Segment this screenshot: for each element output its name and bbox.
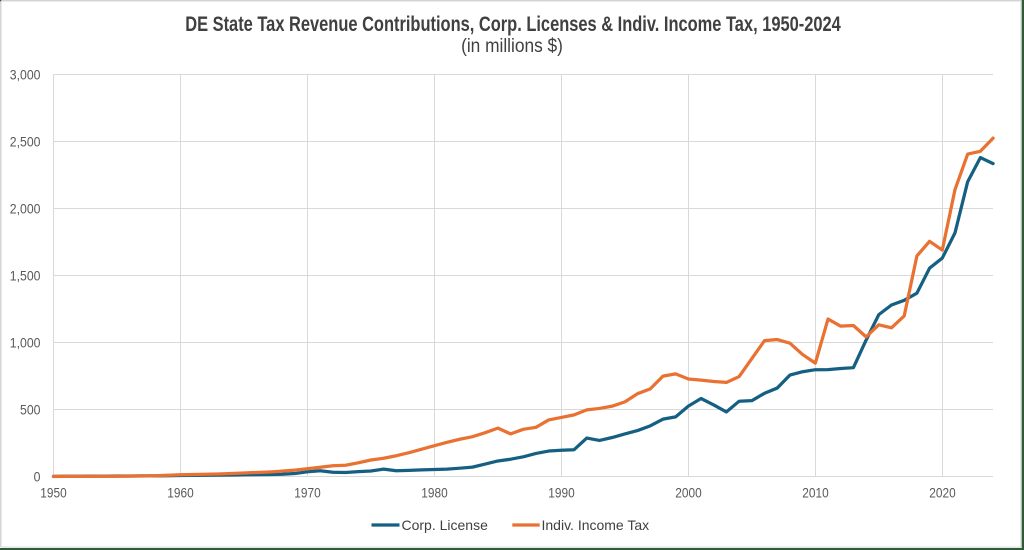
svg-text:2,500: 2,500 — [10, 134, 41, 150]
svg-text:0: 0 — [34, 469, 41, 485]
svg-text:1960: 1960 — [167, 485, 193, 501]
svg-text:Corp. License: Corp. License — [402, 517, 489, 533]
svg-text:2,000: 2,000 — [10, 201, 41, 217]
svg-text:1950: 1950 — [40, 485, 66, 501]
svg-text:3,000: 3,000 — [10, 67, 41, 83]
svg-text:Indiv. Income Tax: Indiv. Income Tax — [542, 517, 650, 533]
svg-text:500: 500 — [20, 402, 40, 418]
svg-text:1980: 1980 — [421, 485, 447, 501]
svg-text:2010: 2010 — [802, 485, 828, 501]
svg-text:DE State Tax Revenue Contribut: DE State Tax Revenue Contributions, Corp… — [185, 12, 841, 35]
svg-text:2000: 2000 — [675, 485, 701, 501]
svg-text:1970: 1970 — [294, 485, 320, 501]
svg-text:2020: 2020 — [929, 485, 955, 501]
svg-text:(in millions $): (in millions $) — [461, 35, 563, 56]
svg-text:1,000: 1,000 — [10, 335, 41, 351]
svg-text:1,500: 1,500 — [10, 268, 41, 284]
svg-text:1990: 1990 — [548, 485, 574, 501]
